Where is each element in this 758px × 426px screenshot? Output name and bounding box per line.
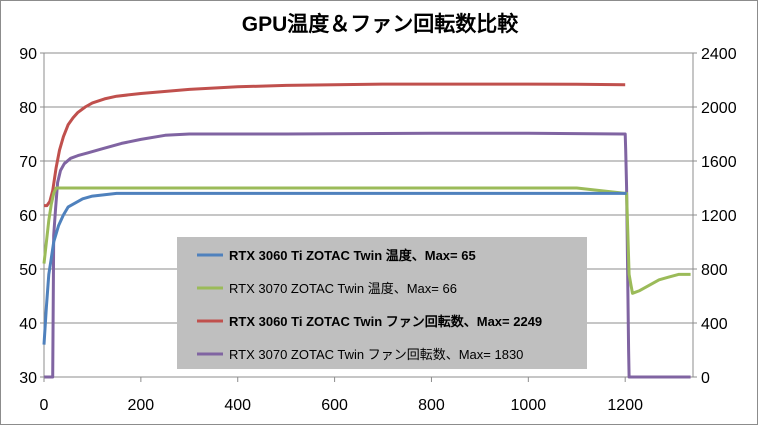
x-tick-label: 400: [224, 397, 251, 414]
y-left-tick-label: 80: [19, 100, 37, 117]
y-left-tick-label: 90: [19, 46, 37, 63]
legend-label: RTX 3070 ZOTAC Twin ファン回転数、Max= 1830: [229, 347, 523, 362]
series-line: [44, 82, 626, 208]
x-tick-label: 0: [40, 397, 49, 414]
y-right-tick-label: 2400: [701, 46, 737, 63]
y-right-tick-label: 2000: [701, 100, 737, 117]
series-lines: [42, 82, 691, 379]
legend-label: RTX 3070 ZOTAC Twin 温度、Max= 66: [229, 281, 457, 296]
x-tick-label: 1000: [511, 397, 547, 414]
y-right-tick-label: 0: [701, 370, 710, 387]
series-line: [44, 131, 691, 379]
y-left-tick-label: 30: [19, 370, 37, 387]
x-tick-label: 1200: [607, 397, 643, 414]
legend-label: RTX 3060 Ti ZOTAC Twin 温度、Max= 65: [229, 248, 476, 263]
x-tick-label: 600: [321, 397, 348, 414]
series-line: [42, 186, 691, 295]
x-tick-label: 200: [128, 397, 155, 414]
y-right-tick-label: 400: [701, 316, 728, 333]
y-right-tick-label: 1600: [701, 154, 737, 171]
x-tick-label: 800: [418, 397, 445, 414]
right-axis-tick-labels: 0 400 800 1200 1600 2000 2400: [693, 46, 737, 387]
left-axis-tick-labels: 30 40 50 60 70 80 90: [19, 46, 44, 387]
y-left-tick-label: 40: [19, 316, 37, 333]
legend: RTX 3060 Ti ZOTAC Twin 温度、Max= 65 RTX 307…: [177, 237, 587, 369]
series-line: [42, 191, 627, 345]
y-right-tick-label: 800: [701, 262, 728, 279]
y-left-tick-label: 70: [19, 154, 37, 171]
legend-box: [177, 237, 587, 369]
chart-title: GPU温度＆ファン回転数比較: [242, 12, 520, 36]
y-left-tick-label: 60: [19, 208, 37, 225]
x-axis-tick-labels: 0 200 400 600 800 1000 1200: [40, 377, 643, 414]
y-left-tick-label: 50: [19, 262, 37, 279]
y-right-tick-label: 1200: [701, 208, 737, 225]
legend-label: RTX 3060 Ti ZOTAC Twin ファン回転数、Max= 2249: [229, 314, 542, 329]
